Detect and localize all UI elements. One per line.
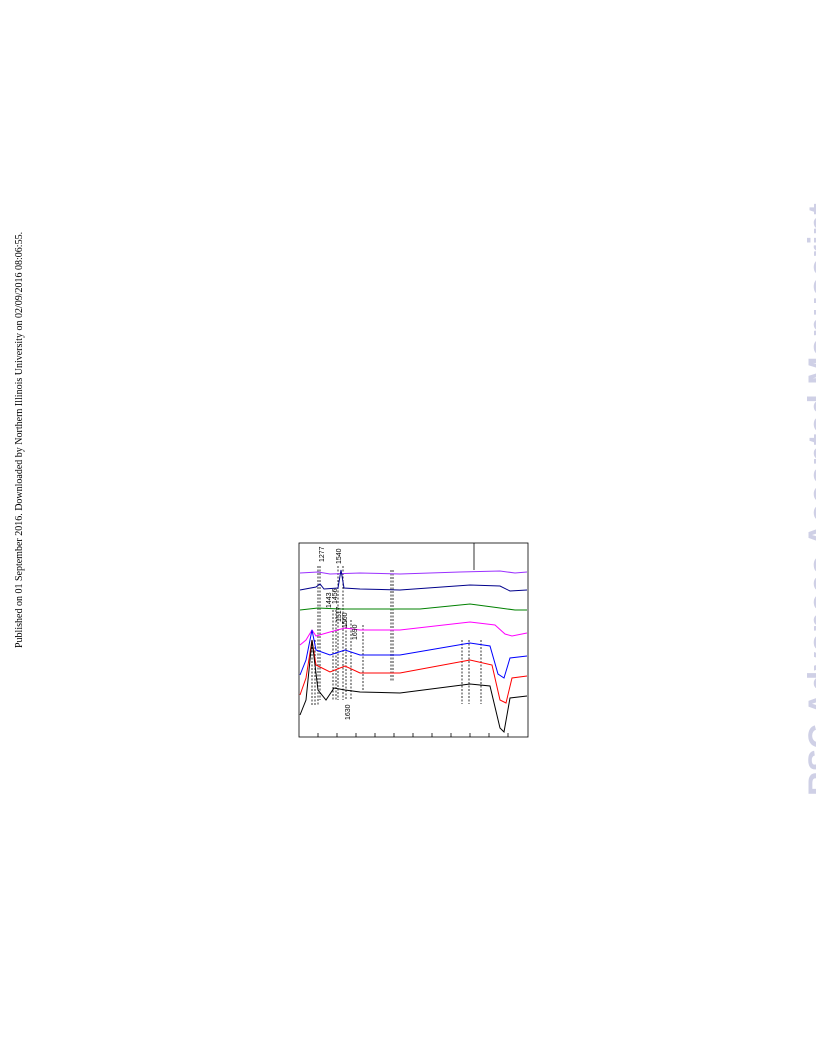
dashed-guides (311, 566, 482, 706)
annotation: 1630 (345, 704, 352, 720)
annotation: 1456 (332, 588, 339, 604)
annotation: 1517 (336, 606, 343, 622)
annotation: 1277 (319, 546, 326, 562)
frame-ticks (317, 543, 509, 737)
plot-frame (298, 542, 529, 738)
annotation: 1560 (342, 612, 349, 628)
spectra (299, 569, 528, 734)
annotations: 1277 1540 1443 1456 1517 1560 1690 1630 (319, 546, 359, 720)
annotation: 1690 (352, 624, 359, 640)
annotation: 1540 (336, 548, 343, 564)
annotation: 1443 (326, 592, 333, 608)
